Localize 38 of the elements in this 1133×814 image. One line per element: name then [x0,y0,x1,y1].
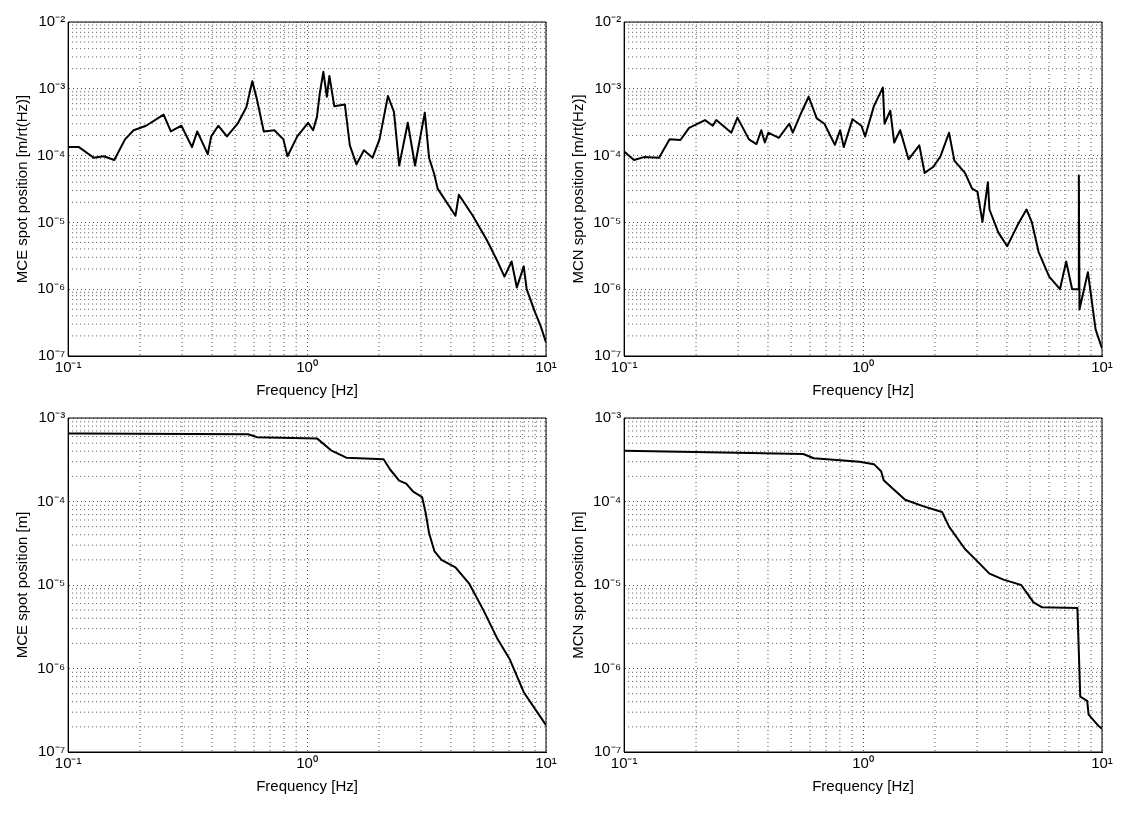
x-axis-title: Frequency [Hz] [256,381,358,399]
x-tick-label: 10⁰ [852,754,874,772]
x-tick-label: 10⁻¹ [54,358,82,376]
y-tick-label: 10⁻³ [594,78,622,96]
y-tick-label: 10⁻² [594,12,622,30]
y-axis-title: MCN spot position [m] [569,511,587,659]
y-tick-label: 10⁻⁴ [36,145,66,163]
y-tick-label: 10⁻² [38,12,66,30]
x-axis-title: Frequency [Hz] [812,777,914,795]
y-tick-label: 10⁻⁵ [593,575,622,593]
y-tick-label: 10⁻³ [594,408,622,426]
x-tick-label: 10¹ [1091,358,1113,376]
y-tick-label: 10⁻⁶ [37,279,66,297]
x-tick-label: 10⁰ [852,358,874,376]
y-tick-label: 10⁻⁴ [592,491,622,509]
y-tick-label: 10⁻⁶ [593,658,622,676]
y-axis-title: MCE spot position [m] [13,511,31,659]
x-tick-label: 10⁻¹ [610,754,638,772]
y-tick-label: 10⁻⁴ [592,145,622,163]
x-axis-title: Frequency [Hz] [256,777,358,795]
x-tick-label: 10¹ [535,358,557,376]
y-tick-label: 10⁻⁵ [37,212,66,230]
y-axis-title: MCN spot position [m/rt(Hz)] [569,94,587,284]
x-tick-label: 10⁻¹ [610,358,638,376]
y-tick-label: 10⁻⁶ [593,279,622,297]
y-axis-title: MCE spot position [m/rt(Hz)] [13,94,31,284]
x-tick-label: 10¹ [1091,754,1113,772]
y-tick-label: 10⁻³ [38,408,66,426]
x-tick-label: 10⁰ [296,754,318,772]
x-tick-label: 10⁻¹ [54,754,82,772]
y-tick-label: 10⁻³ [38,78,66,96]
x-axis-title: Frequency [Hz] [812,381,914,399]
y-tick-label: 10⁻⁴ [36,491,66,509]
x-tick-label: 10¹ [535,754,557,772]
y-tick-label: 10⁻⁵ [593,212,622,230]
x-tick-label: 10⁰ [296,358,318,376]
y-tick-label: 10⁻⁶ [37,658,66,676]
y-tick-label: 10⁻⁵ [37,575,66,593]
